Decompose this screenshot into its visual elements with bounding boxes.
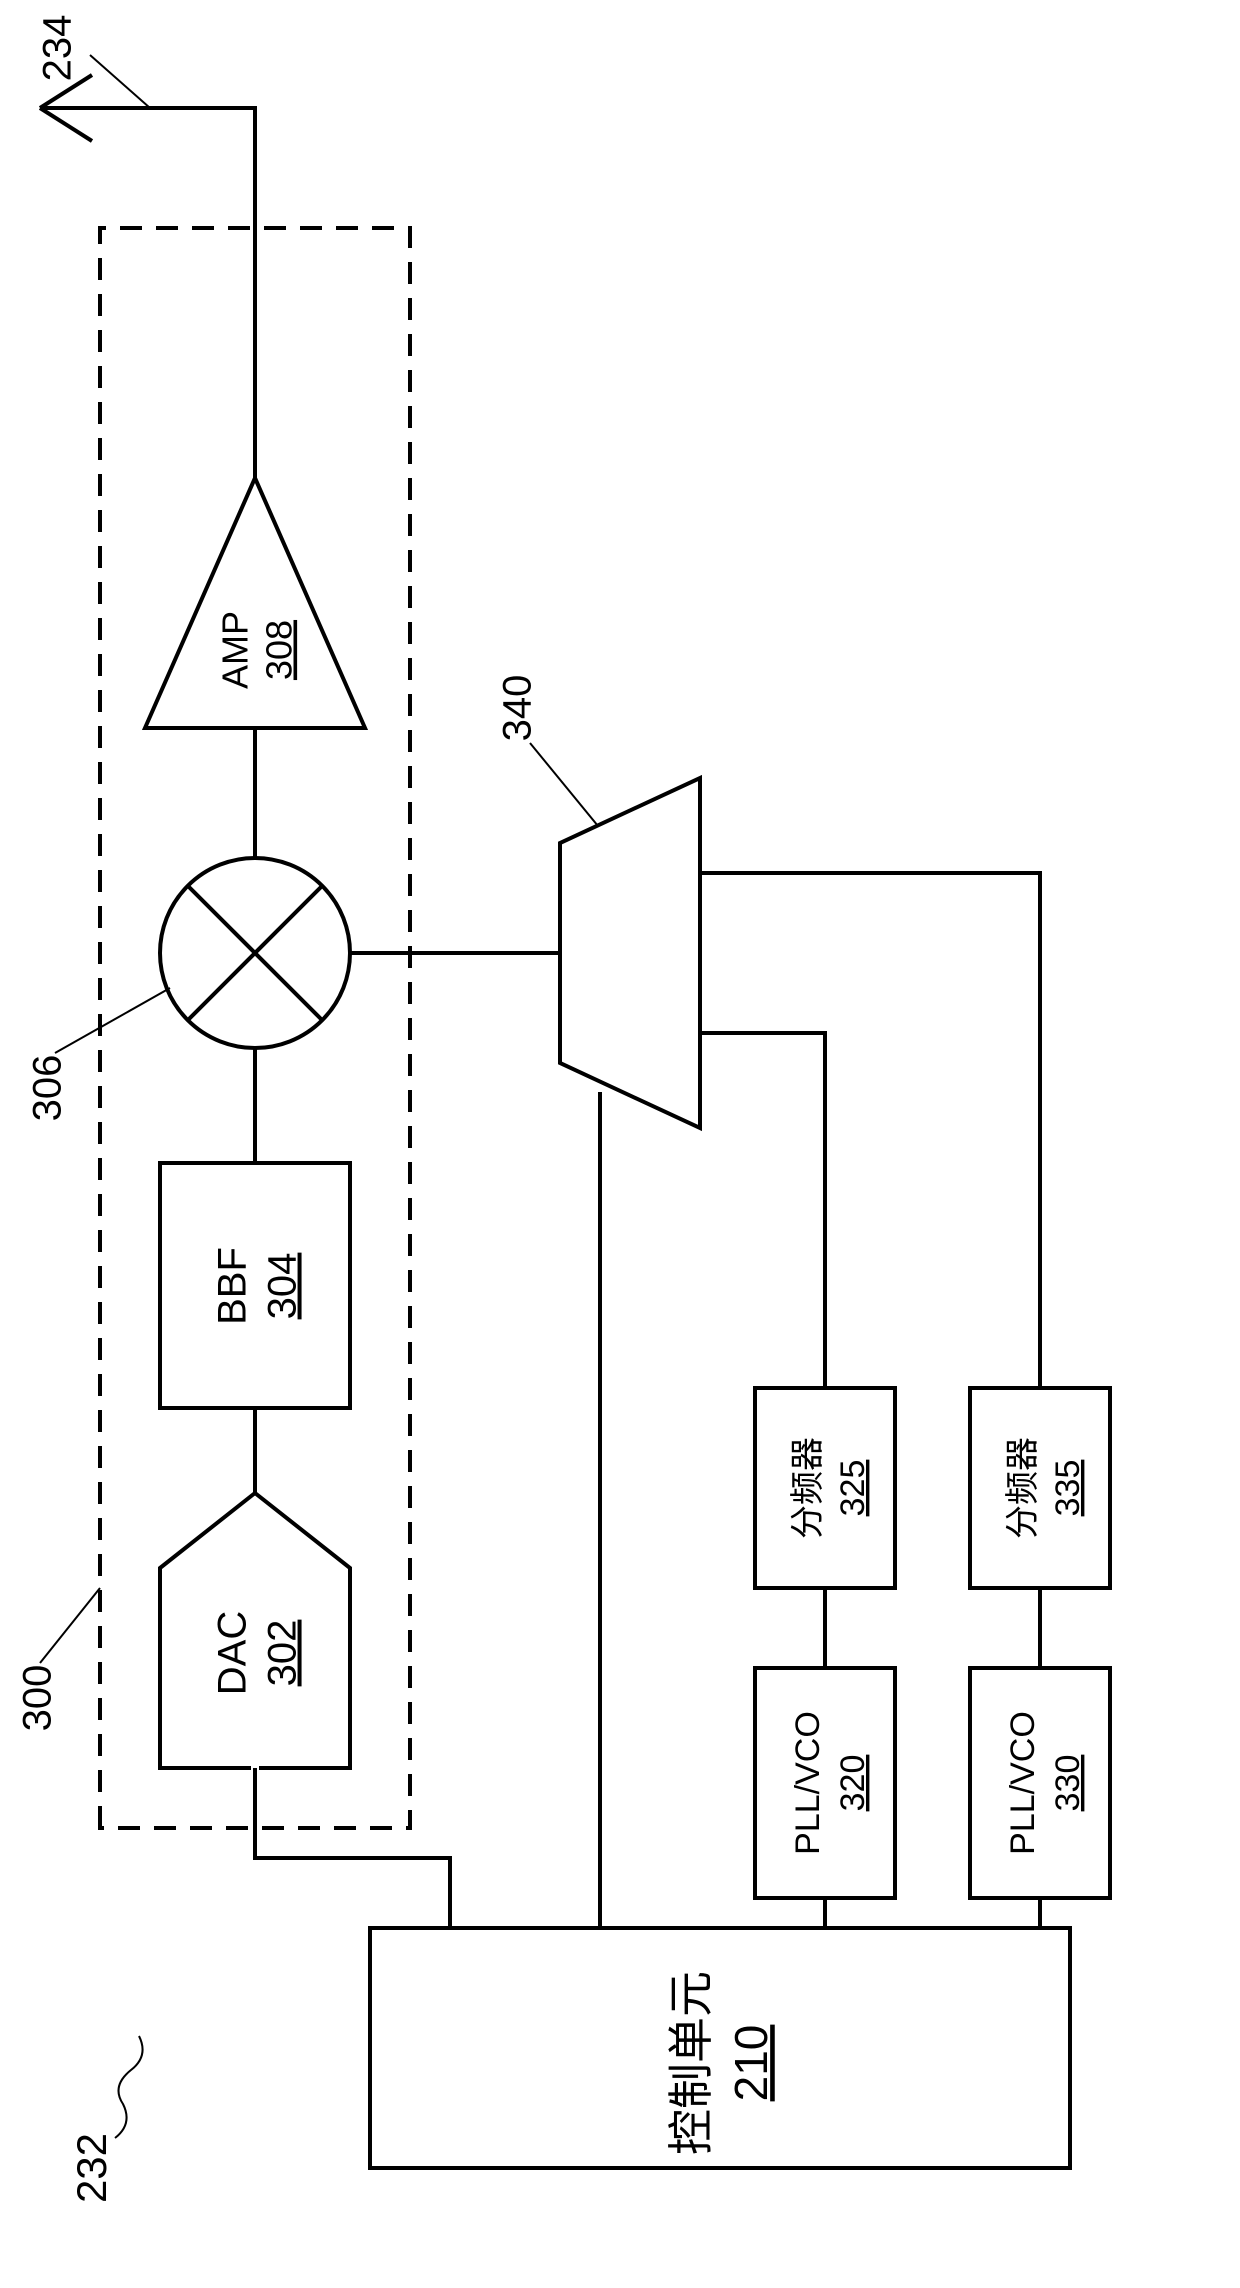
- bbf-ref: 304: [261, 1253, 305, 1320]
- pll1-label: PLL/VCO: [789, 1711, 827, 1855]
- ref-234: 234: [36, 15, 80, 82]
- control-unit-ref: 210: [725, 2025, 777, 2102]
- pll2-label: PLL/VCO: [1004, 1711, 1042, 1855]
- div2-ref: 335: [1049, 1460, 1087, 1517]
- amp-label: AMP: [215, 611, 256, 689]
- div2-label: 分频器: [1004, 1437, 1042, 1539]
- ref-306: 306: [26, 1055, 70, 1122]
- control-unit-label: 控制单元: [665, 1971, 717, 2155]
- control-unit-block: [370, 1928, 1070, 2168]
- div1-label: 分频器: [789, 1437, 827, 1539]
- bbf-label: BBF: [211, 1247, 255, 1325]
- ref-300: 300: [16, 1665, 60, 1732]
- dac-ref: 302: [261, 1620, 305, 1687]
- pll1-ref: 320: [834, 1755, 872, 1812]
- pll2-ref: 330: [1049, 1755, 1087, 1812]
- bbf-block: [160, 1163, 350, 1408]
- ref-340: 340: [496, 675, 540, 742]
- amp-ref: 308: [259, 620, 300, 680]
- dac-label: DAC: [211, 1611, 255, 1695]
- div1-ref: 325: [834, 1460, 872, 1517]
- figure-ref: 232: [68, 2133, 115, 2203]
